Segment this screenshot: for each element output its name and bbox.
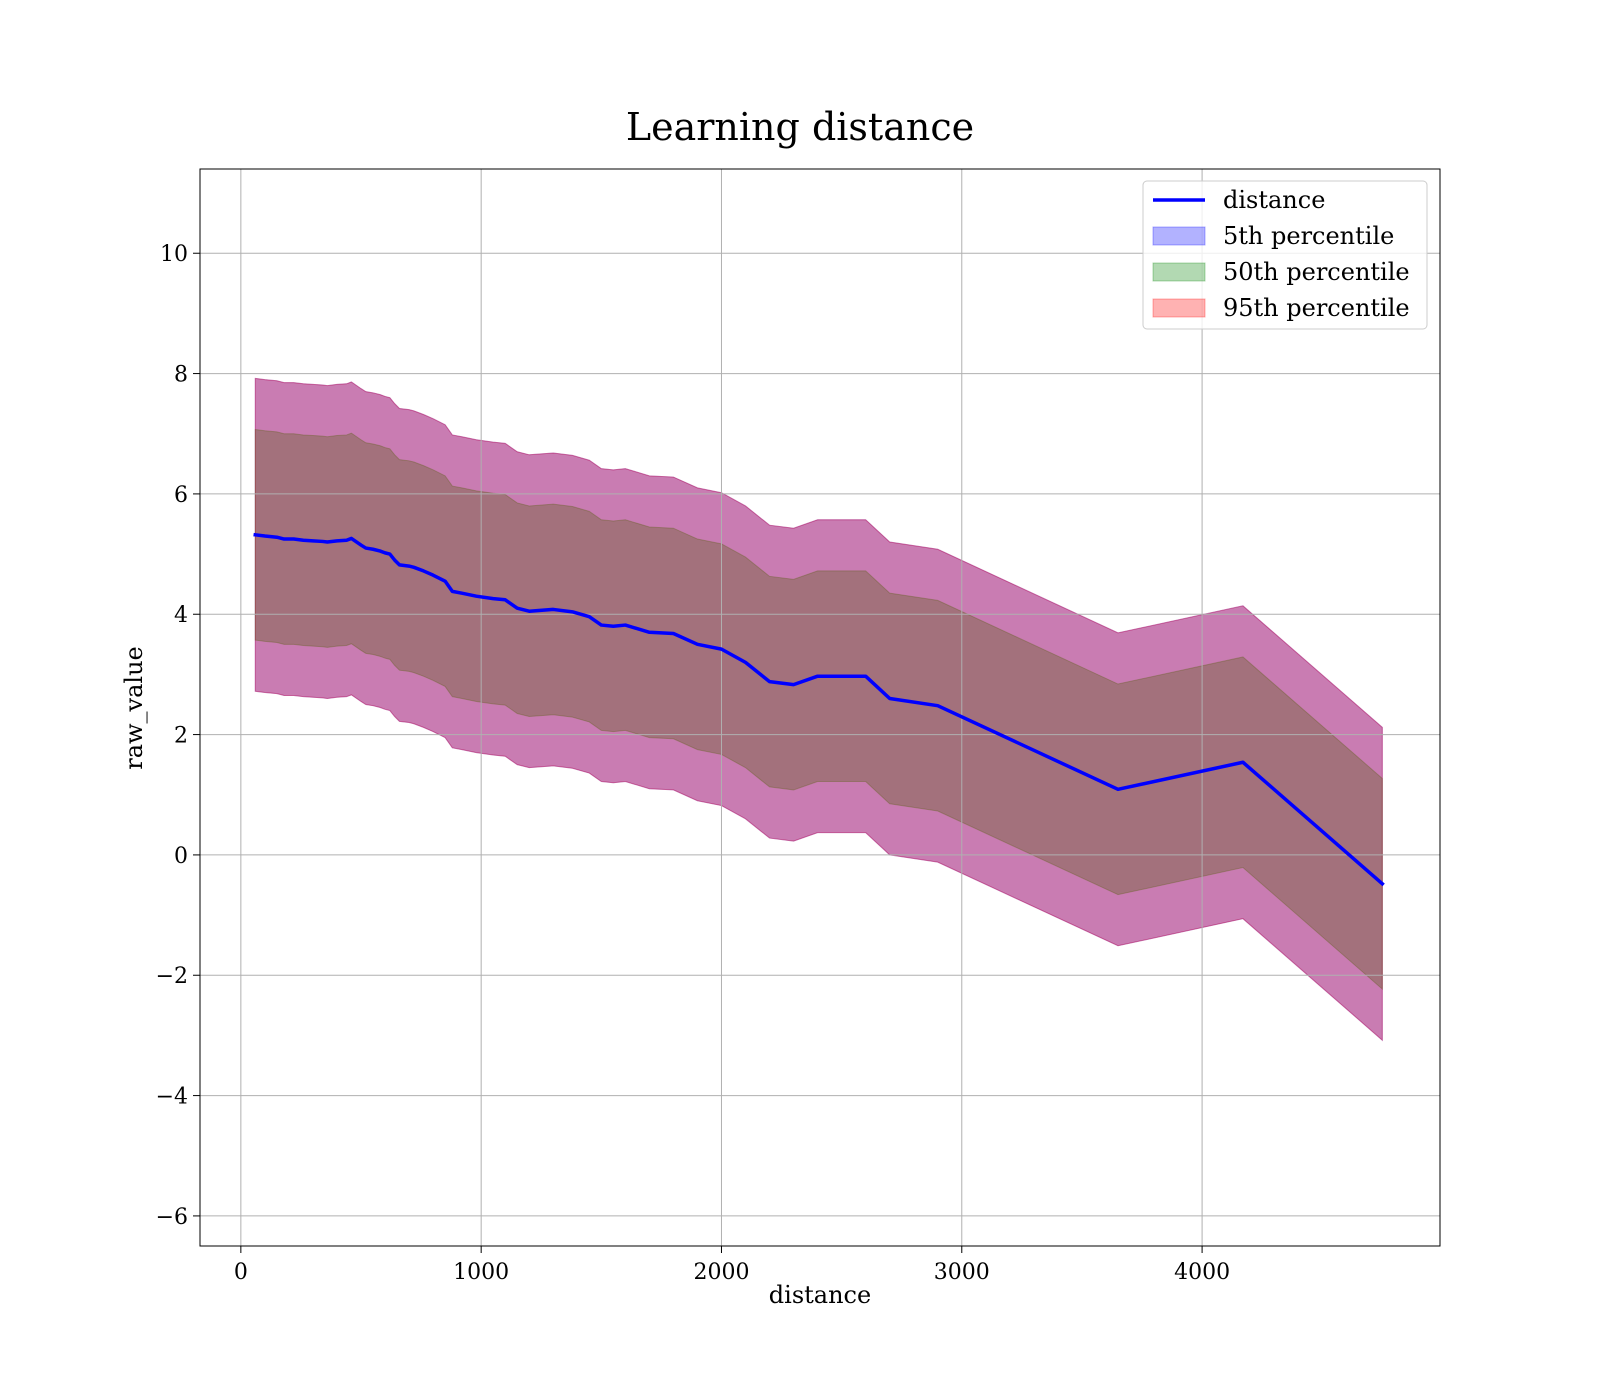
y-tick-label: 10 <box>160 242 188 267</box>
plot-frame <box>199 168 1441 1247</box>
legend-frame <box>1142 180 1428 330</box>
band-50th-percentile <box>254 428 1383 991</box>
band-95th-percentile <box>254 377 1383 1042</box>
x-tick-label: 4000 <box>1174 1260 1230 1285</box>
legend-label-distance: distance <box>1223 186 1325 214</box>
legend: distance 5th percentile 50th percentile … <box>1142 180 1428 330</box>
y-tick-label: −2 <box>156 964 188 989</box>
y-tick-label: 0 <box>174 844 188 869</box>
series-line-distance <box>253 532 1385 887</box>
distance-line-layer <box>253 532 1385 887</box>
y-tick-label: −6 <box>156 1205 188 1230</box>
y-tick-label: 6 <box>174 483 188 508</box>
x-axis-label: distance <box>769 1281 871 1309</box>
y-tick-label: −4 <box>156 1085 188 1110</box>
chart-title: Learning distance <box>626 105 974 149</box>
legend-swatch-50th <box>1152 262 1206 282</box>
y-tick-label: 2 <box>174 724 188 749</box>
legend-label-50th: 50th percentile <box>1223 258 1410 286</box>
x-tick-label: 3000 <box>934 1260 990 1285</box>
legend-swatch-5th <box>1152 226 1206 246</box>
y-tick-label: 4 <box>174 603 188 628</box>
legend-swatch-95th <box>1152 298 1206 318</box>
axis-ticks: 0 1000 2000 3000 4000 −6 −4 −2 0 2 4 6 8 10 <box>156 242 1231 1285</box>
x-tick-label: 0 <box>234 1260 248 1285</box>
x-tick-label: 1000 <box>453 1260 509 1285</box>
y-axis-label: raw_value <box>120 646 148 770</box>
legend-label-5th: 5th percentile <box>1223 222 1394 250</box>
x-tick-label: 2000 <box>693 1260 749 1285</box>
band-5th-percentile <box>254 377 1383 1042</box>
legend-label-95th: 95th percentile <box>1223 294 1410 322</box>
percentile-bands <box>254 377 1383 1042</box>
y-tick-label: 8 <box>174 363 188 388</box>
